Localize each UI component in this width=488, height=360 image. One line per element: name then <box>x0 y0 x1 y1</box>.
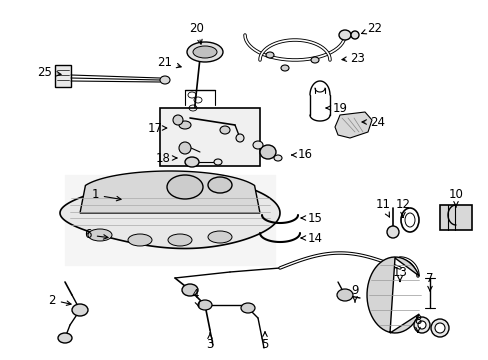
Ellipse shape <box>88 229 112 241</box>
Ellipse shape <box>58 333 72 343</box>
Text: 18: 18 <box>155 152 177 165</box>
Text: 21: 21 <box>157 55 181 68</box>
Text: 17: 17 <box>147 122 166 135</box>
Ellipse shape <box>128 234 152 246</box>
Polygon shape <box>366 257 418 333</box>
Text: 24: 24 <box>361 116 385 129</box>
Ellipse shape <box>160 76 170 84</box>
Text: 13: 13 <box>392 266 407 282</box>
Circle shape <box>236 134 244 142</box>
Text: 10: 10 <box>447 189 463 207</box>
Circle shape <box>173 115 183 125</box>
Circle shape <box>413 317 429 333</box>
Ellipse shape <box>198 300 212 310</box>
Text: 7: 7 <box>426 271 433 291</box>
Ellipse shape <box>260 145 275 159</box>
Text: 12: 12 <box>395 198 409 217</box>
Ellipse shape <box>281 65 288 71</box>
Text: 3: 3 <box>206 333 213 351</box>
Text: 14: 14 <box>301 231 322 244</box>
Ellipse shape <box>184 157 199 167</box>
Text: 23: 23 <box>341 51 365 64</box>
Circle shape <box>179 142 191 154</box>
Text: 16: 16 <box>291 148 312 162</box>
Bar <box>55 65 71 87</box>
Ellipse shape <box>186 42 223 62</box>
Ellipse shape <box>207 231 231 243</box>
Polygon shape <box>334 112 371 138</box>
Ellipse shape <box>404 213 414 227</box>
Ellipse shape <box>168 234 192 246</box>
Ellipse shape <box>252 141 263 149</box>
Text: 1: 1 <box>91 189 121 202</box>
Bar <box>160 108 260 166</box>
Text: 11: 11 <box>375 198 390 217</box>
Text: 4: 4 <box>191 288 199 307</box>
Text: 5: 5 <box>261 332 268 351</box>
Ellipse shape <box>214 159 222 165</box>
Polygon shape <box>80 171 260 213</box>
Ellipse shape <box>310 57 318 63</box>
Circle shape <box>386 226 398 238</box>
Ellipse shape <box>182 284 198 296</box>
Text: 20: 20 <box>189 22 204 44</box>
Ellipse shape <box>179 121 191 129</box>
Ellipse shape <box>336 289 352 301</box>
Text: 25: 25 <box>38 66 61 78</box>
Text: 19: 19 <box>325 102 347 114</box>
Text: 2: 2 <box>48 293 71 306</box>
Text: 22: 22 <box>361 22 382 35</box>
Polygon shape <box>60 177 280 248</box>
Ellipse shape <box>338 30 350 40</box>
Ellipse shape <box>72 304 88 316</box>
Text: 6: 6 <box>84 229 108 242</box>
Ellipse shape <box>241 303 254 313</box>
Ellipse shape <box>167 175 203 199</box>
Ellipse shape <box>273 155 282 161</box>
Circle shape <box>434 323 444 333</box>
Ellipse shape <box>193 46 217 58</box>
Circle shape <box>350 31 358 39</box>
Circle shape <box>430 319 448 337</box>
Text: 8: 8 <box>413 314 421 332</box>
Ellipse shape <box>207 177 231 193</box>
Ellipse shape <box>220 126 229 134</box>
Text: 15: 15 <box>301 211 322 225</box>
Circle shape <box>417 321 425 329</box>
Bar <box>439 205 471 230</box>
Text: 9: 9 <box>350 284 358 302</box>
Ellipse shape <box>265 52 273 58</box>
